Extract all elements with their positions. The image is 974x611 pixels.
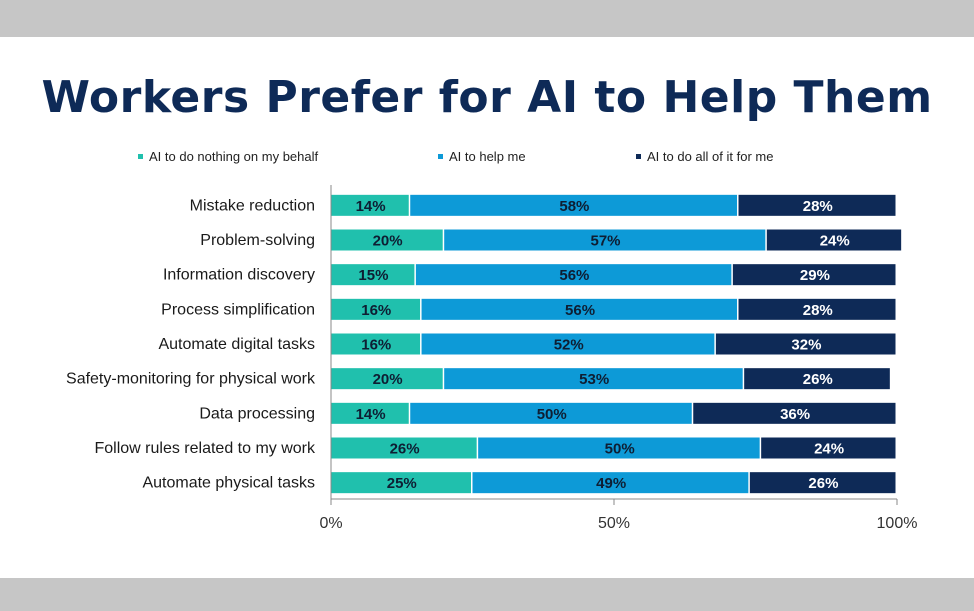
data-label: 26% xyxy=(803,371,833,388)
bar-segment xyxy=(472,472,749,494)
bar-segment xyxy=(744,368,890,390)
category-label: Data processing xyxy=(199,405,315,422)
legend: AI to do nothing on my behalf AI to help… xyxy=(0,149,974,167)
bottom-band xyxy=(0,578,974,611)
category-label: Information discovery xyxy=(163,267,315,284)
data-label: 20% xyxy=(373,371,403,388)
bar-segment xyxy=(738,194,896,216)
category-label: Mistake reduction xyxy=(190,197,315,214)
data-label: 36% xyxy=(780,406,810,423)
legend-label-all: AI to do all of it for me xyxy=(647,149,774,164)
data-label: 58% xyxy=(559,198,589,215)
data-label: 50% xyxy=(537,406,567,423)
bar-segment xyxy=(331,368,443,390)
legend-item-all: AI to do all of it for me xyxy=(636,149,773,164)
bar-segment xyxy=(331,472,471,494)
bar-segment xyxy=(331,333,421,355)
legend-item-nothing: AI to do nothing on my behalf xyxy=(138,149,318,164)
top-band xyxy=(0,0,974,37)
data-label: 52% xyxy=(554,337,584,354)
bar-segment xyxy=(738,298,896,320)
data-label: 49% xyxy=(596,475,626,492)
bar-segment xyxy=(761,437,896,459)
bar-segment xyxy=(478,437,760,459)
data-label: 14% xyxy=(356,198,386,215)
legend-item-help: AI to help me xyxy=(438,149,526,164)
data-label: 28% xyxy=(803,302,833,319)
bar-segment xyxy=(766,229,902,251)
legend-label-help: AI to help me xyxy=(449,149,526,164)
bar-segment xyxy=(444,229,766,251)
bar-segment xyxy=(331,298,421,320)
x-tick-label: 0% xyxy=(319,515,342,532)
bar-segment xyxy=(331,229,443,251)
data-label: 20% xyxy=(373,233,403,250)
bar-segment xyxy=(732,264,896,286)
data-label: 26% xyxy=(390,441,420,458)
category-label: Automate physical tasks xyxy=(142,475,315,492)
data-label: 24% xyxy=(820,233,850,250)
category-label: Follow rules related to my work xyxy=(94,440,316,457)
bar-segment xyxy=(444,368,743,390)
legend-swatch-nothing xyxy=(138,154,143,159)
bar-segment xyxy=(715,333,896,355)
data-label: 56% xyxy=(565,302,595,319)
data-label: 16% xyxy=(361,302,391,319)
data-label: 50% xyxy=(605,441,635,458)
bar-segment xyxy=(415,264,732,286)
legend-label-nothing: AI to do nothing on my behalf xyxy=(149,149,319,164)
data-label: 16% xyxy=(361,337,391,354)
data-label: 28% xyxy=(803,198,833,215)
data-label: 56% xyxy=(559,267,589,284)
data-label: 25% xyxy=(387,475,417,492)
data-label: 24% xyxy=(814,441,844,458)
data-label: 53% xyxy=(579,371,609,388)
data-label: 32% xyxy=(791,337,821,354)
category-label: Process simplification xyxy=(161,301,315,318)
data-label: 26% xyxy=(808,475,838,492)
bar-segment xyxy=(331,437,477,459)
bar-segment xyxy=(410,402,692,424)
bar-segment xyxy=(331,402,409,424)
bar-segment xyxy=(410,194,738,216)
category-label: Problem-solving xyxy=(200,232,315,249)
data-label: 15% xyxy=(358,267,388,284)
chart-title: Workers Prefer for AI to Help Them xyxy=(41,72,933,123)
bar-segment xyxy=(749,472,896,494)
x-tick-label: 100% xyxy=(877,515,918,532)
legend-swatch-all xyxy=(636,154,641,159)
bar-segment xyxy=(331,194,409,216)
data-label: 29% xyxy=(800,267,830,284)
bar-segment xyxy=(693,402,896,424)
bar-segment xyxy=(331,264,415,286)
category-label: Automate digital tasks xyxy=(158,336,315,353)
bar-segment xyxy=(421,333,715,355)
category-label: Safety-monitoring for physical work xyxy=(66,371,316,388)
data-label: 57% xyxy=(590,233,620,250)
bar-segment xyxy=(421,298,738,320)
data-label: 14% xyxy=(356,406,386,423)
legend-swatch-help xyxy=(438,154,443,159)
x-tick-label: 50% xyxy=(598,515,630,532)
